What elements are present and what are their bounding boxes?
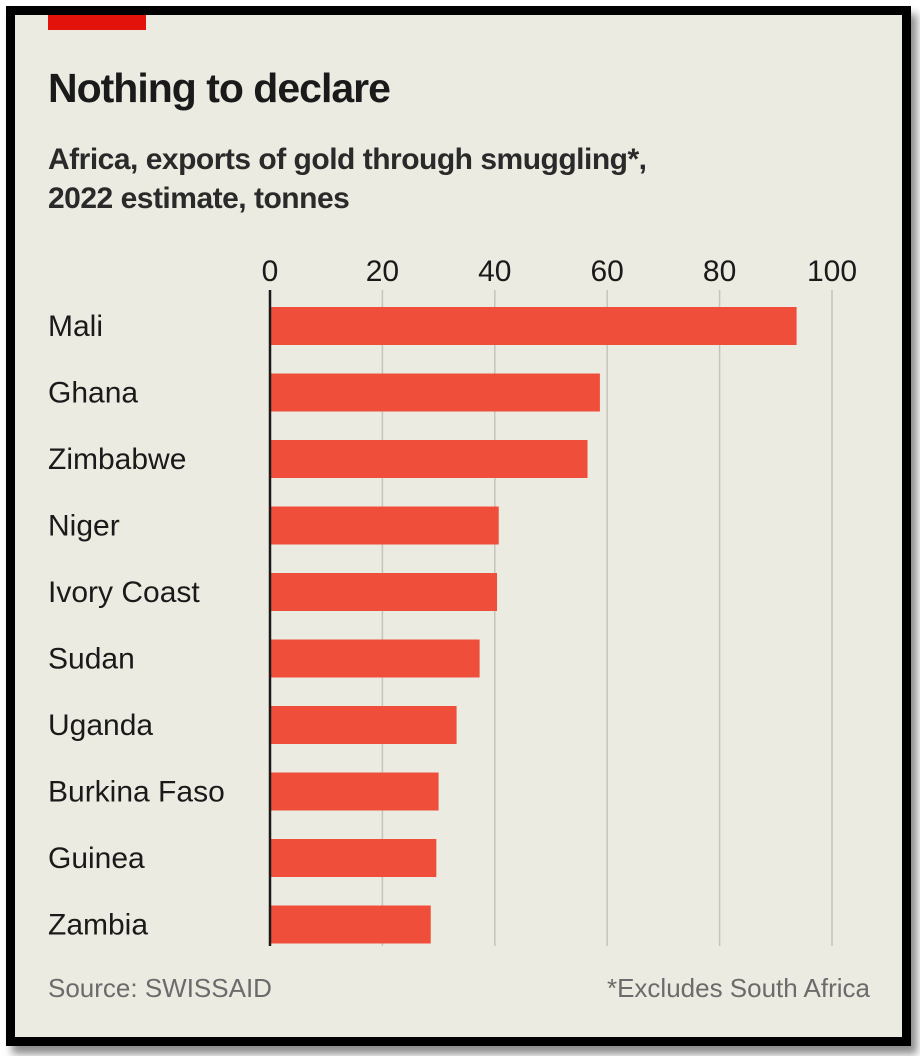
subtitle-line-1: Africa, exports of gold through smugglin… [48,143,647,176]
x-tick-label-100: 100 [807,255,857,288]
category-label-uganda: Uganda [48,709,153,742]
bar-zimbabwe [270,440,588,478]
bar-chart: 0 20 40 60 80 100 Mali Ghana Zimbabwe Niger Ivory… [48,255,857,946]
category-label-zambia: Zambia [48,909,148,942]
x-tick-label-80: 80 [703,255,736,288]
x-tick-label-20: 20 [366,255,399,288]
bar-sudan [270,639,480,678]
footnote: *Excludes South Africa [606,973,870,1003]
bar-mali [270,307,797,345]
bar-guinea [270,839,437,877]
x-tick-label-40: 40 [478,255,511,288]
category-label-sudan: Sudan [48,643,135,676]
bar-niger [270,506,499,545]
category-label-mali: Mali [48,310,103,343]
brand-tag [48,15,146,30]
x-tick-label-0: 0 [262,255,279,288]
chart-panel: Nothing to declare Africa, exports of go… [15,15,902,1037]
bar-ghana [270,373,600,412]
chart-subtitle: Africa, exports of gold through smugglin… [48,140,868,218]
subtitle-line-2: 2022 estimate, tonnes [48,182,350,215]
bar-uganda [270,706,457,744]
bars [270,307,797,944]
category-label-guinea: Guinea [48,842,145,875]
category-label-niger: Niger [48,510,120,543]
chart-frame: Nothing to declare Africa, exports of go… [6,6,911,1046]
x-tick-labels: 0 20 40 60 80 100 [262,255,857,288]
bar-zambia [270,905,431,944]
category-label-zimbabwe: Zimbabwe [48,443,186,476]
category-label-ghana: Ghana [48,377,138,410]
bar-burkina-faso [270,772,439,811]
category-labels: Mali Ghana Zimbabwe Niger Ivory Coast Sudan Ug… [48,310,225,942]
source-note: Source: SWISSAID [48,973,272,1003]
chart-title: Nothing to declare [48,65,391,111]
bar-ivory-coast [270,573,498,611]
category-label-ivory-coast: Ivory Coast [48,576,200,609]
category-label-burkina-faso: Burkina Faso [48,776,225,809]
x-tick-label-60: 60 [591,255,624,288]
